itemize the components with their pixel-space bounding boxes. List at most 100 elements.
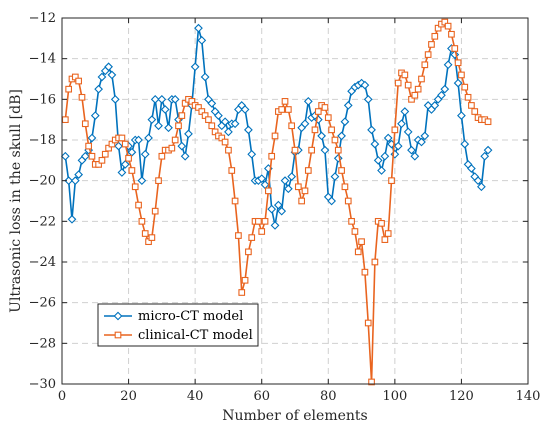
- data-point: [390, 149, 400, 159]
- data-point: [151, 207, 159, 215]
- legend: micro-CT model clinical-CT model: [97, 303, 259, 347]
- data-point: [420, 131, 430, 141]
- y-tick-label: −28: [29, 336, 56, 351]
- legend-marker: [113, 311, 123, 321]
- data-point: [437, 90, 446, 100]
- data-point: [367, 125, 376, 135]
- data-point: [240, 105, 250, 114]
- data-point: [137, 176, 147, 186]
- x-tick-label: 0: [58, 389, 66, 404]
- data-point: [261, 217, 269, 225]
- data-point: [220, 117, 230, 127]
- data-point: [404, 81, 412, 89]
- data-point: [94, 84, 103, 94]
- data-point: [384, 230, 392, 237]
- data-point: [358, 238, 365, 246]
- data-point: [291, 146, 299, 154]
- data-point: [281, 98, 289, 105]
- data-point: [344, 197, 352, 205]
- data-point: [338, 167, 345, 174]
- data-point: [360, 80, 370, 90]
- data-point: [88, 152, 96, 160]
- data-point: [448, 30, 455, 38]
- data-point: [190, 62, 200, 72]
- y-tick-label: −30: [29, 377, 56, 392]
- data-point: [67, 214, 77, 224]
- data-point: [468, 102, 475, 109]
- y-tick-label: −12: [29, 11, 56, 26]
- data-point: [85, 142, 92, 150]
- data-point: [127, 147, 137, 157]
- data-point: [460, 139, 470, 149]
- data-point: [430, 101, 440, 110]
- data-point: [314, 108, 322, 115]
- data-point: [244, 125, 253, 135]
- data-point: [205, 116, 212, 124]
- data-point: [150, 94, 160, 104]
- grid: [62, 18, 528, 384]
- data-point: [270, 221, 280, 230]
- x-tick-label: 80: [320, 389, 337, 404]
- data-point: [164, 123, 173, 133]
- data-point: [444, 22, 452, 30]
- data-point: [403, 127, 413, 137]
- data-point: [241, 276, 249, 284]
- data-point: [320, 145, 330, 155]
- data-point: [287, 172, 297, 181]
- data-point: [383, 133, 393, 143]
- data-point: [101, 150, 109, 158]
- data-point: [484, 118, 492, 126]
- data-point: [418, 75, 425, 83]
- data-point: [331, 136, 339, 144]
- legend-entry: clinical-CT model: [138, 328, 253, 343]
- data-point: [238, 289, 246, 296]
- data-point: [64, 176, 74, 186]
- data-point: [194, 23, 203, 33]
- data-point: [471, 108, 479, 115]
- data-point: [74, 170, 84, 179]
- y-tick-label: −14: [29, 52, 56, 67]
- data-point: [265, 187, 272, 195]
- data-point: [157, 94, 167, 104]
- x-tick-label: 20: [120, 389, 137, 404]
- data-point: [273, 200, 283, 210]
- y-tick-label: −16: [29, 92, 56, 107]
- series-layer: [60, 18, 493, 386]
- data-point: [214, 111, 223, 120]
- data-point: [370, 139, 380, 149]
- data-point: [417, 137, 426, 147]
- x-tick-label: 60: [253, 389, 270, 404]
- data-point: [171, 136, 179, 144]
- data-point: [454, 59, 462, 67]
- data-point: [480, 151, 490, 161]
- data-point: [177, 141, 187, 151]
- data-point: [363, 94, 373, 104]
- data-point: [268, 152, 276, 160]
- data-point: [175, 122, 182, 130]
- data-point: [60, 151, 70, 161]
- data-point: [235, 232, 242, 239]
- data-point: [184, 129, 193, 139]
- data-point: [317, 131, 327, 141]
- data-point: [304, 167, 312, 174]
- data-point: [155, 177, 162, 185]
- data-point: [377, 166, 386, 175]
- data-point: [424, 51, 432, 58]
- data-point: [120, 160, 130, 169]
- data-point: [483, 145, 493, 155]
- data-point: [411, 91, 419, 99]
- data-point: [301, 187, 309, 195]
- y-tick-label: −24: [29, 255, 56, 270]
- data-point: [303, 96, 313, 106]
- data-point: [70, 176, 80, 186]
- data-point: [330, 172, 340, 181]
- series-clinical-ct: [61, 18, 492, 386]
- data-point: [267, 204, 277, 214]
- data-point: [168, 144, 176, 152]
- data-point: [154, 121, 163, 131]
- data-point: [107, 70, 117, 80]
- data-point: [78, 93, 86, 101]
- data-point: [128, 167, 136, 174]
- data-point: [288, 122, 296, 130]
